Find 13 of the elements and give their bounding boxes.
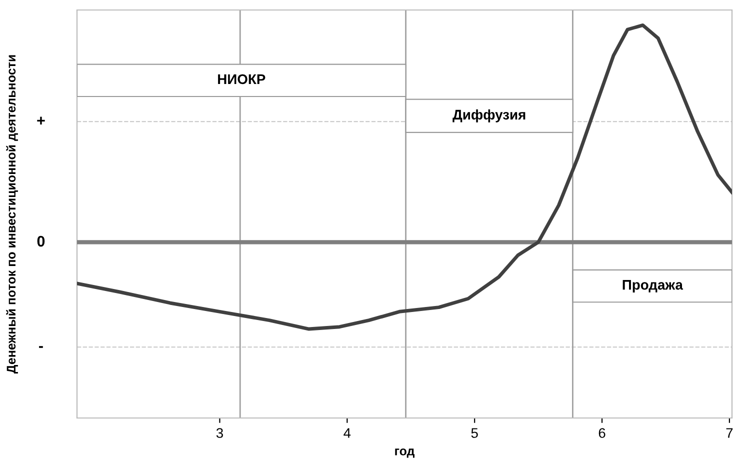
- x-tick-label: 4: [344, 428, 351, 438]
- y-axis-title: Денежный поток по инвестиционной деятельности: [6, 55, 18, 374]
- x-axis-title: год: [395, 448, 414, 458]
- annotation: Продажа: [622, 280, 684, 292]
- x-tick-label: 3: [216, 428, 223, 438]
- text: -: [39, 346, 43, 348]
- annotation: Диффузия: [452, 109, 526, 122]
- text: 0: [37, 236, 45, 247]
- x-tick-label: 7: [726, 428, 733, 438]
- text: +: [37, 116, 45, 125]
- annotation: НИОКР: [218, 74, 266, 84]
- x-tick-label: 5: [471, 428, 478, 438]
- x-tick-label: 6: [598, 428, 606, 438]
